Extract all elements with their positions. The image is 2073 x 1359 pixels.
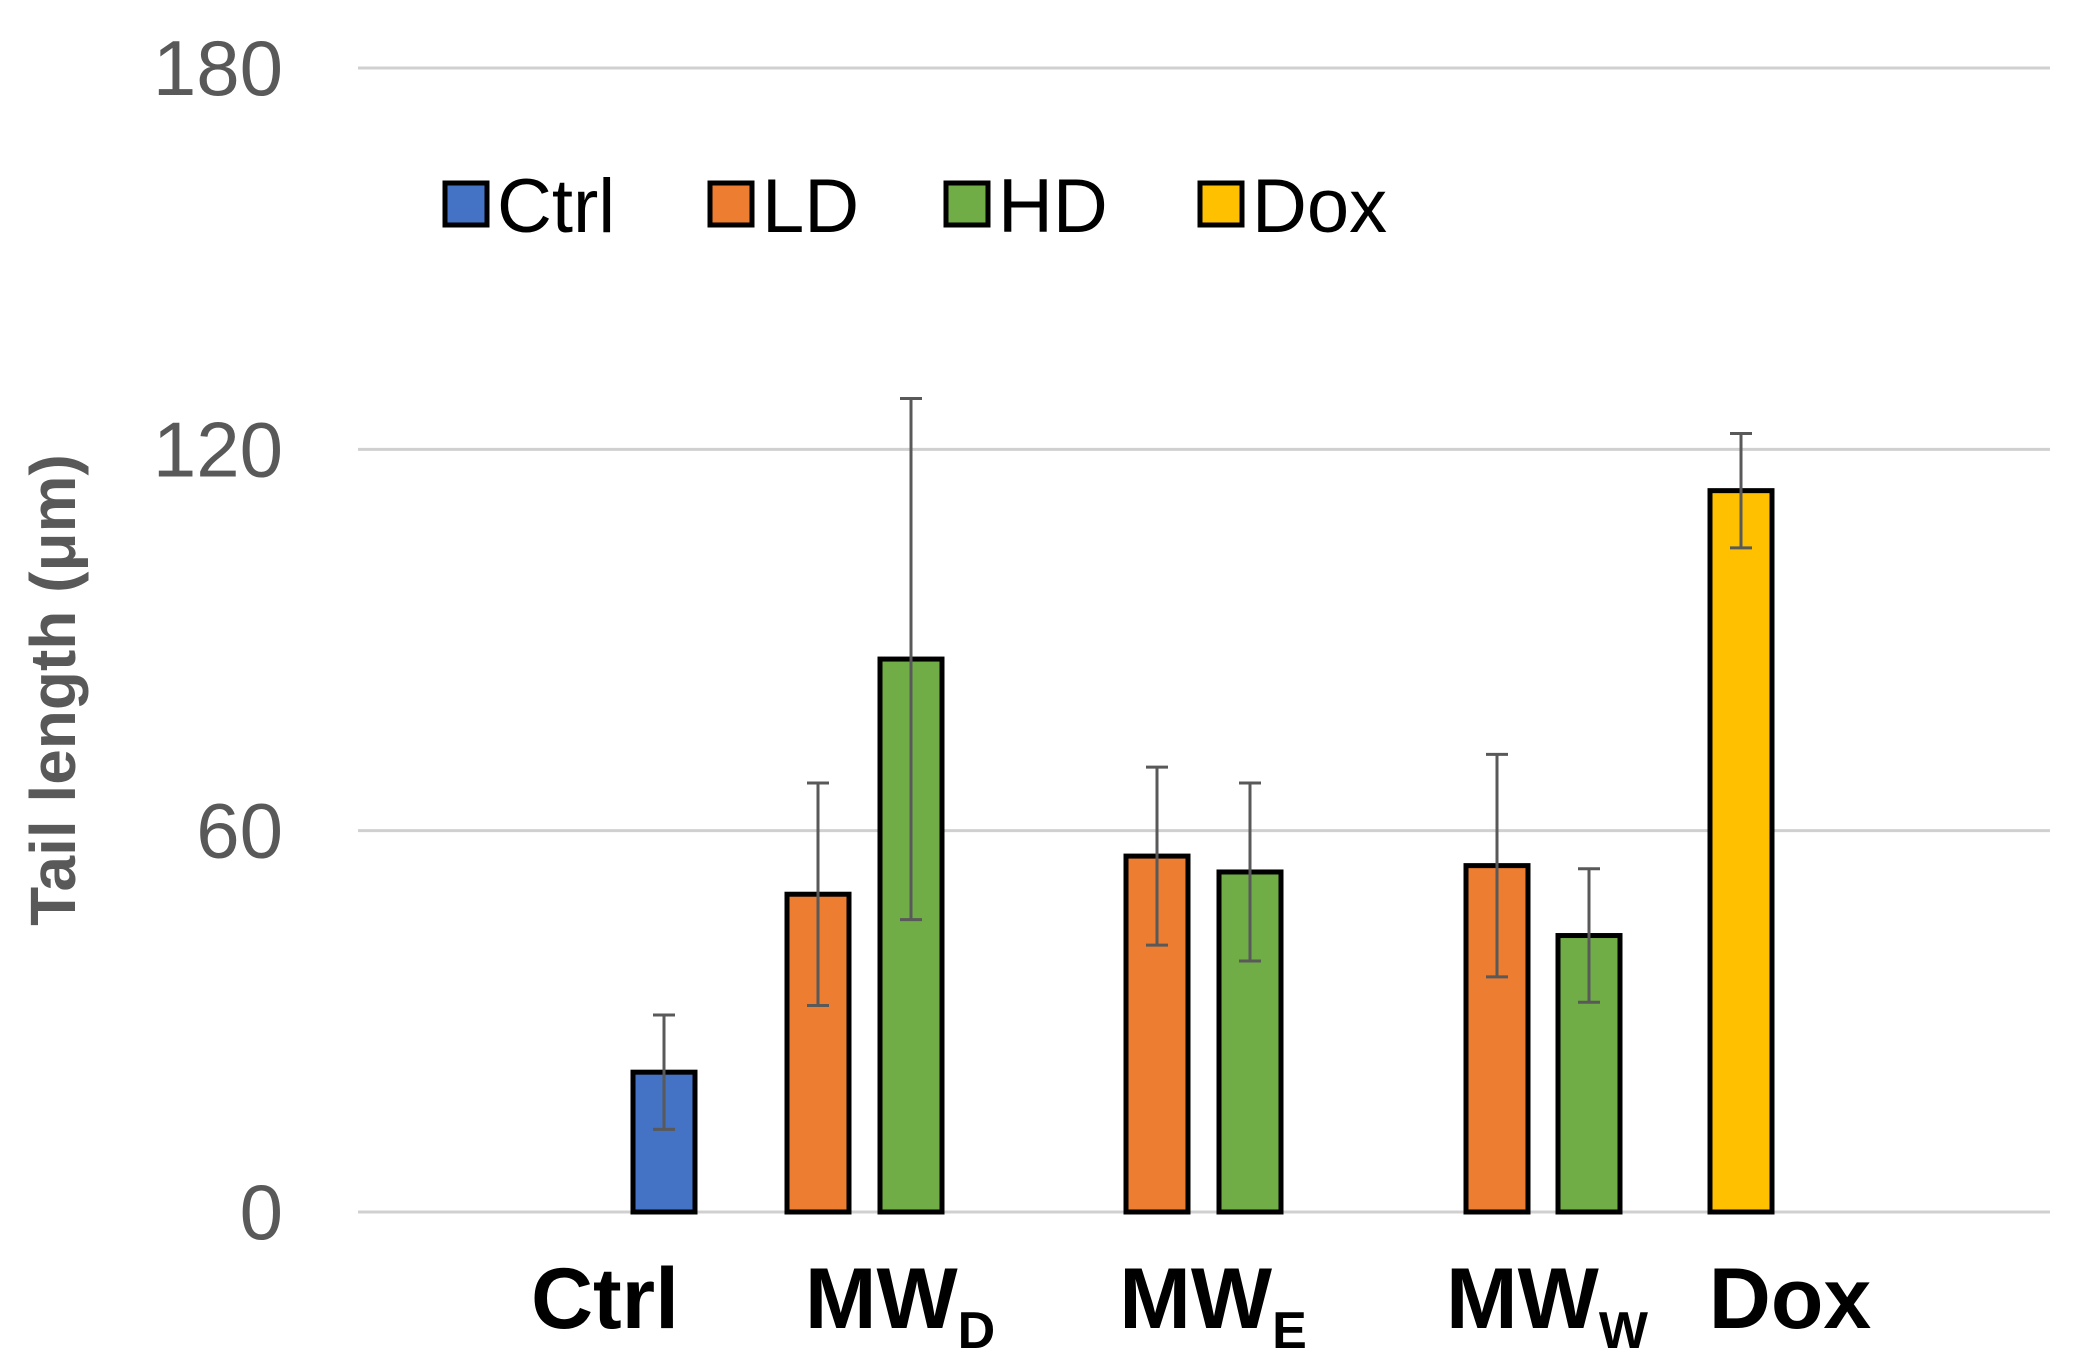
legend-swatch <box>943 180 991 228</box>
legend-swatch <box>1197 180 1245 228</box>
error-bar <box>1146 765 1168 947</box>
legend-label: LD <box>762 164 859 249</box>
legend-label: Ctrl <box>497 164 615 249</box>
legend-item-dox: Dox <box>1197 164 1387 249</box>
x-category-label: MWE <box>1119 1251 1307 1359</box>
error-bar <box>653 1013 675 1131</box>
error-bar <box>1730 431 1752 550</box>
y-tick-label: 120 <box>153 405 283 493</box>
error-bar <box>900 396 922 922</box>
x-category-label: Dox <box>1709 1251 1872 1347</box>
legend-label: HD <box>998 164 1108 249</box>
x-axis-categories: Ctrl MWD MWE MWW Dox <box>531 1251 1871 1359</box>
bars <box>630 488 1775 1215</box>
x-category-label: Ctrl <box>531 1251 679 1347</box>
error-bar <box>807 781 829 1007</box>
error-bar <box>1486 752 1508 979</box>
legend-item-ctrl: Ctrl <box>442 164 615 249</box>
y-tick-label: 60 <box>196 787 283 875</box>
y-tick-label: 0 <box>240 1168 283 1256</box>
y-axis-label: Tail length (μm) <box>17 454 89 926</box>
x-category-label: MWD <box>805 1251 995 1359</box>
legend-item-ld: LD <box>707 164 859 249</box>
y-tick-label: 180 <box>153 24 283 112</box>
x-category-label: MWW <box>1446 1251 1649 1359</box>
legend-swatch <box>442 180 490 228</box>
bar-dox <box>1707 488 1775 1215</box>
legend-label: Dox <box>1252 164 1387 249</box>
error-bars <box>653 396 1752 1131</box>
error-bar <box>1239 781 1261 963</box>
legend: Ctrl LD HD Dox <box>442 164 1387 249</box>
legend-item-hd: HD <box>943 164 1108 249</box>
error-bar <box>1578 867 1600 1004</box>
bar-hd <box>1216 869 1284 1215</box>
legend-swatch <box>707 180 755 228</box>
y-axis-ticks: 0 60 120 180 <box>153 24 283 1256</box>
